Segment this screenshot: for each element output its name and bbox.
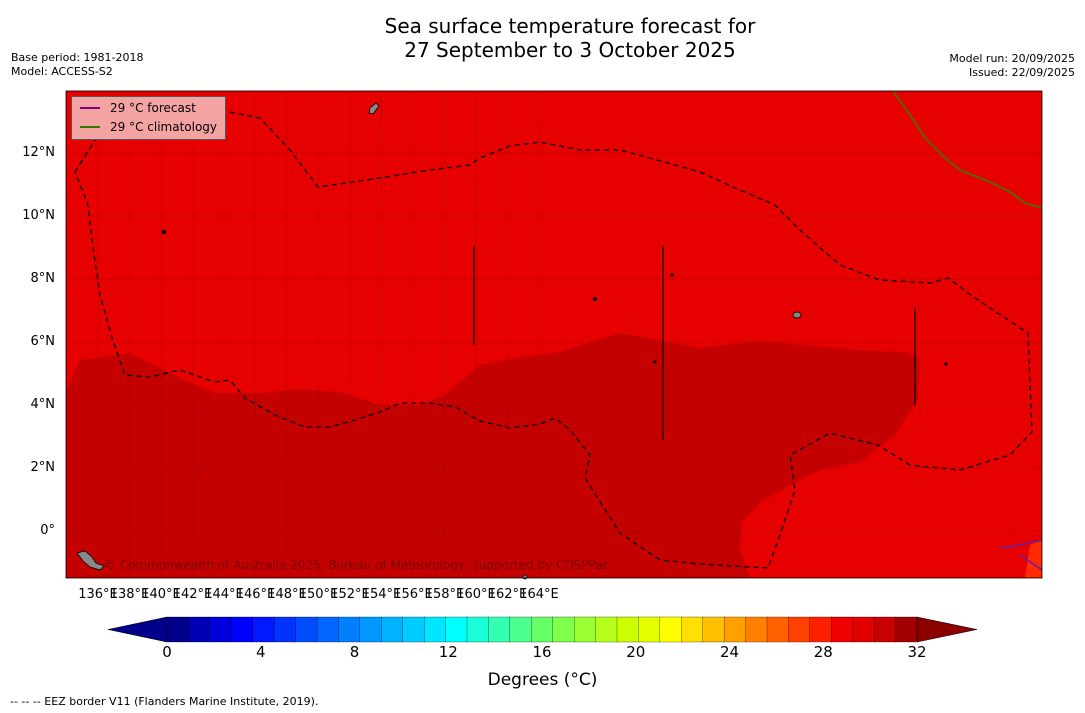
- colorbar-segment: [638, 616, 661, 643]
- colorbar: [107, 616, 978, 643]
- colorbar-segment: [766, 616, 790, 643]
- colorbar-segment: [402, 616, 425, 643]
- colorbar-segment: [723, 616, 747, 643]
- model-run: Model run: 20/09/2025: [949, 52, 1075, 65]
- colorbar-segment: [702, 616, 725, 643]
- longitude-label: 136°E: [78, 587, 118, 602]
- legend-forecast: 29 °C forecast: [80, 101, 196, 115]
- credit-text: © Commonwealth of Australia 2025, Bureau…: [104, 558, 610, 572]
- forecast-swatch: [80, 107, 100, 109]
- longitude-label: 152°E: [330, 587, 370, 602]
- grid-lines: [66, 91, 1042, 578]
- issued-date: Issued: 22/09/2025: [968, 66, 1075, 79]
- colorbar-low-extension: [107, 616, 168, 643]
- map-frame: [65, 90, 1043, 579]
- colorbar-segment: [659, 616, 682, 643]
- footnote: -- -- -- EEZ border V11 (Flanders Marine…: [10, 695, 319, 708]
- climatology-contour: [892, 90, 1043, 209]
- colorbar-segment: [531, 616, 554, 643]
- latitude-label: 2°N: [30, 460, 56, 475]
- colorbar-segment: [166, 616, 190, 643]
- eez-border: [74, 109, 1033, 569]
- colorbar-segment: [466, 616, 490, 643]
- colorbar-segment: [595, 616, 618, 643]
- legend-climatology-label: 29 °C climatology: [110, 120, 218, 134]
- legend-climatology: 29 °C climatology: [80, 120, 217, 134]
- colorbar-tick-label: 20: [626, 643, 646, 661]
- longitude-label: 160°E: [456, 587, 496, 602]
- colorbar-segment: [381, 616, 404, 643]
- colorbar-segment: [252, 616, 275, 643]
- colorbar-segment: [295, 616, 318, 643]
- forecast-contour: [999, 539, 1043, 571]
- colorbar-segment: [231, 616, 254, 643]
- colorbar-segment: [895, 616, 918, 643]
- map-title: Sea surface temperature forecast for 27 …: [0, 14, 1085, 62]
- longitude-label: 146°E: [235, 587, 276, 602]
- longitude-label: 140°E: [141, 587, 181, 602]
- climatology-swatch: [80, 126, 100, 128]
- base-period: Base period: 1981-2018: [11, 51, 144, 64]
- colorbar-tick-label: 8: [349, 643, 360, 661]
- colorbar-tick-label: 12: [438, 643, 458, 661]
- colorbar-segment: [681, 616, 704, 643]
- metadata-left: Base period: 1981-2018 Model: ACCESS-S2: [11, 51, 143, 79]
- model-name: Model: ACCESS-S2: [11, 65, 113, 78]
- colorbar-tick-label: 28: [813, 643, 833, 661]
- islands: [76, 102, 948, 580]
- title-line-1: Sea surface temperature forecast for: [384, 14, 756, 38]
- colorbar-segment: [552, 616, 575, 643]
- title-line-2: 27 September to 3 October 2025: [404, 38, 736, 62]
- colorbar-segment: [445, 616, 468, 643]
- colorbar-segment: [788, 616, 811, 643]
- colorbar-segment: [316, 616, 340, 643]
- colorbar-label: Degrees (°C): [487, 670, 598, 690]
- longitude-label: 164°E: [519, 587, 559, 602]
- colorbar-segment: [873, 616, 897, 643]
- colorbar-tick-label: 32: [907, 643, 927, 661]
- colorbar-tick-label: 16: [532, 643, 552, 661]
- cooler-patch: [1025, 540, 1042, 578]
- colorbar-high-extension: [916, 616, 978, 643]
- colorbar-segment: [209, 616, 232, 643]
- colorbar-segment: [809, 616, 832, 643]
- longitude-label: 154°E: [361, 587, 402, 602]
- colorbar-segment: [488, 616, 511, 643]
- colorbar-segment: [509, 616, 532, 643]
- metadata-right: Model run: 20/09/2025 Issued: 22/09/2025: [949, 52, 1075, 80]
- longitude-label: 150°E: [298, 587, 339, 602]
- longitude-label: 162°E: [487, 587, 528, 602]
- colorbar-segment: [338, 616, 361, 643]
- latitude-label: 10°N: [22, 208, 55, 223]
- colorbar-segment: [852, 616, 875, 643]
- colorbar-tick-label: 24: [719, 643, 740, 661]
- latitude-label: 6°N: [30, 334, 56, 349]
- warm-region: [66, 333, 920, 578]
- longitude-label: 158°E: [424, 587, 465, 602]
- longitude-label: 148°E: [267, 587, 307, 602]
- colorbar-segment: [273, 616, 297, 643]
- colorbar-tick-label: 4: [255, 643, 266, 661]
- colorbar-segment: [616, 616, 640, 643]
- latitude-label: 8°N: [30, 271, 56, 286]
- legend-forecast-label: 29 °C forecast: [110, 101, 196, 115]
- latitude-label: 0°: [40, 523, 55, 538]
- latitude-label: 4°N: [30, 397, 56, 412]
- colorbar-segment: [831, 616, 854, 643]
- longitude-label: 156°E: [393, 587, 433, 602]
- longitude-label: 138°E: [109, 587, 150, 602]
- colorbar-segment: [573, 616, 597, 643]
- latitude-label: 12°N: [22, 145, 55, 160]
- longitude-label: 142°E: [172, 587, 213, 602]
- colorbar-segment: [745, 616, 768, 643]
- legend: 29 °C forecast 29 °C climatology: [71, 96, 226, 140]
- colorbar-tick-label: 0: [162, 643, 172, 661]
- colorbar-segment: [188, 616, 211, 643]
- longitude-label: 144°E: [204, 587, 244, 602]
- colorbar-segment: [359, 616, 382, 643]
- colorbar-segment: [423, 616, 447, 643]
